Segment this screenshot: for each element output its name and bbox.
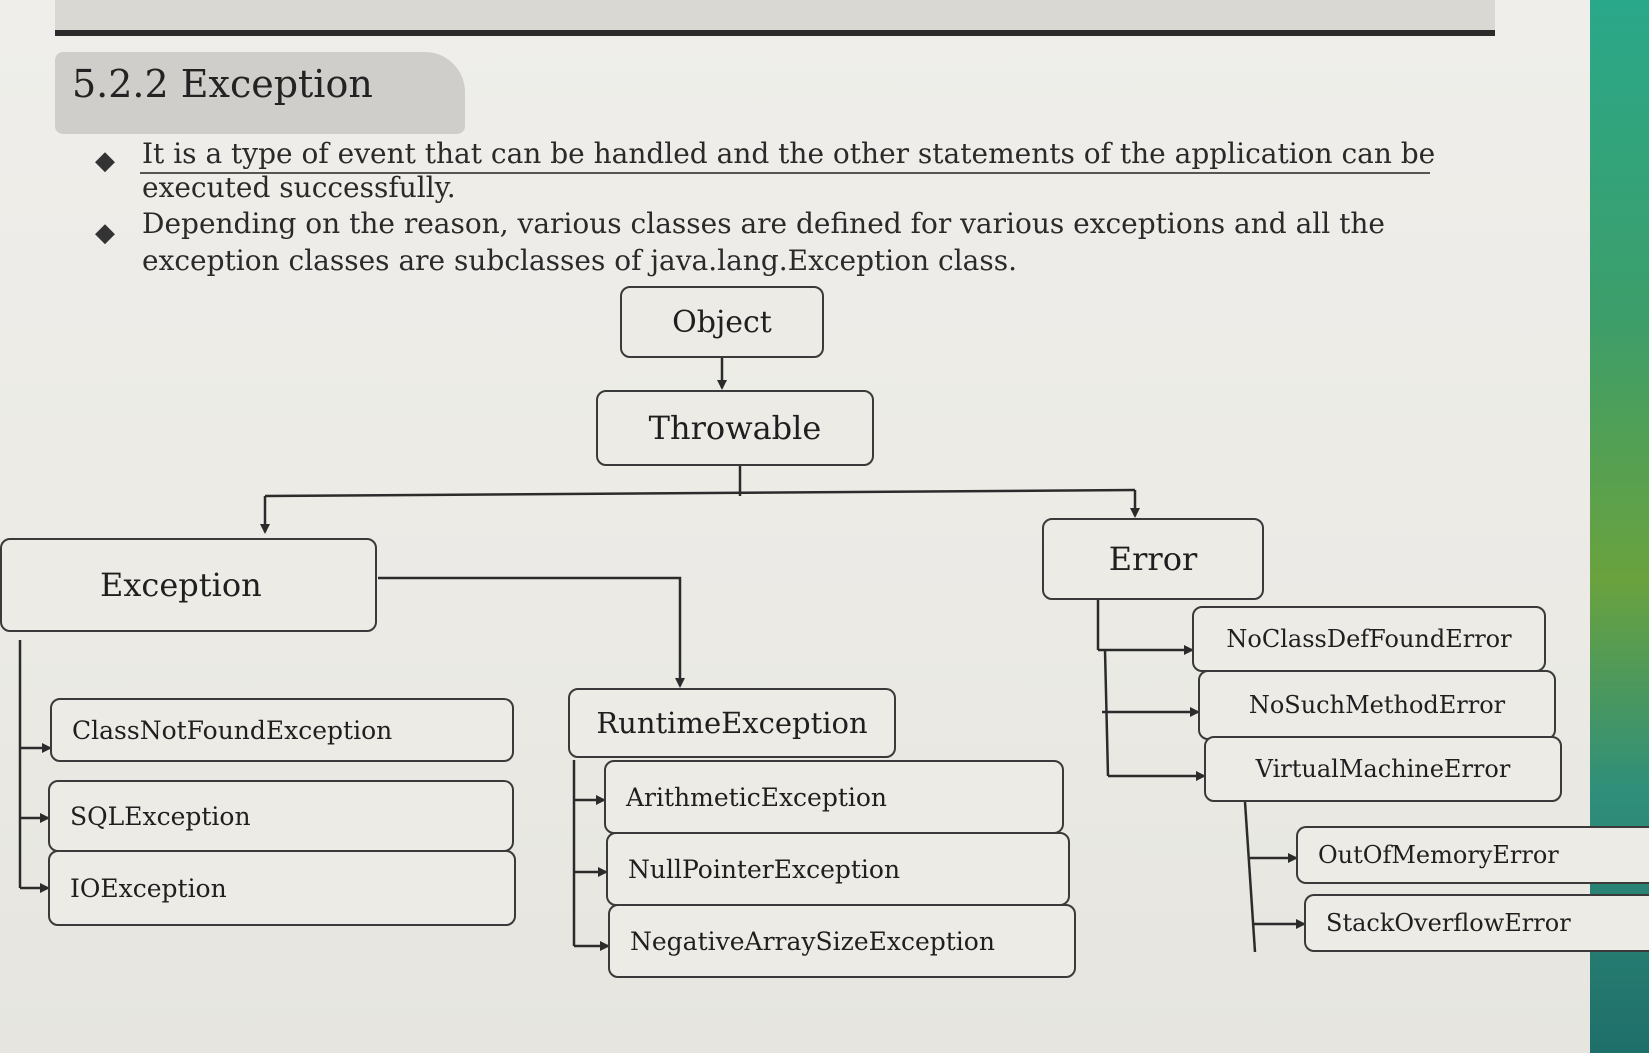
node-virtualmachineerror: VirtualMachineError — [1204, 736, 1562, 802]
node-stackoverflowerror: StackOverflowError — [1304, 894, 1649, 952]
bullet-2-line-1: Depending on the reason, various classes… — [142, 207, 1385, 240]
node-noclassdeffounderror: NoClassDefFoundError — [1192, 606, 1546, 672]
node-throwable: Throwable — [596, 390, 874, 466]
bullet-1-line-2: executed successfully. — [142, 171, 456, 204]
node-negativearraysizeexception: NegativeArraySizeException — [608, 904, 1076, 978]
node-runtimeexception: RuntimeException — [568, 688, 896, 758]
node-nullpointerexception: NullPointerException — [606, 832, 1070, 906]
node-outofmemoryerror: OutOfMemoryError — [1296, 826, 1649, 884]
top-header-rule — [55, 0, 1495, 36]
node-object: Object — [620, 286, 824, 358]
node-sqlexception: SQLException — [48, 780, 514, 852]
bullet-1-line-1: It is a type of event that can be handle… — [142, 137, 1436, 170]
node-arithmeticexception: ArithmeticException — [604, 760, 1064, 834]
bullet-icon: ◆ — [95, 146, 115, 176]
node-error: Error — [1042, 518, 1264, 600]
section-title: 5.2.2 Exception — [72, 62, 373, 106]
node-classnotfoundexception: ClassNotFoundException — [50, 698, 514, 762]
node-ioexception: IOException — [48, 850, 516, 926]
pen-underline — [140, 172, 1430, 174]
node-exception: Exception — [0, 538, 377, 632]
bullet-icon: ◆ — [95, 218, 115, 248]
section-heading-tab — [55, 52, 465, 134]
node-nosuchmethoderror: NoSuchMethodError — [1198, 670, 1556, 740]
bullet-2-line-2: exception classes are subclasses of java… — [142, 244, 1018, 277]
